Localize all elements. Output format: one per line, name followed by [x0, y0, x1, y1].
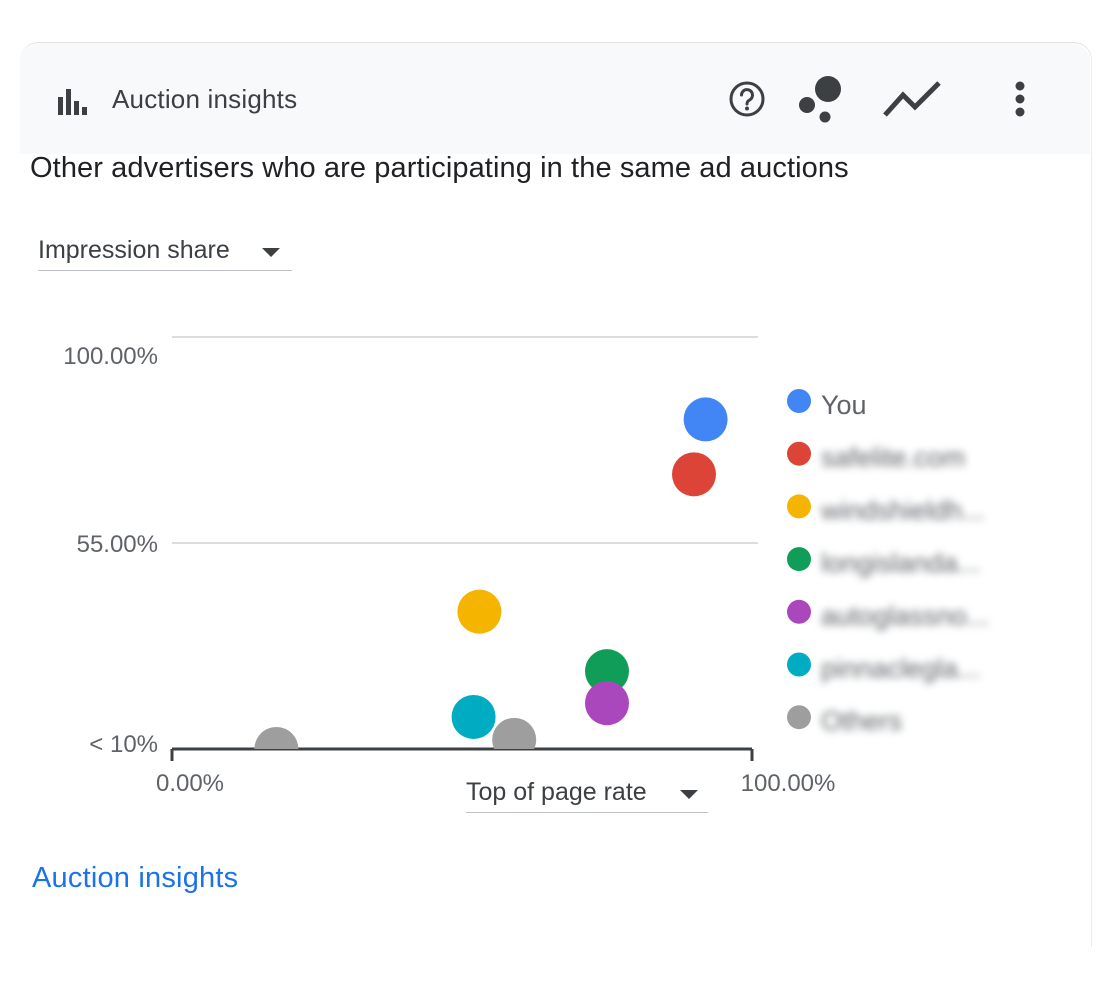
legend-swatch — [787, 547, 811, 572]
data-point[interactable] — [451, 694, 496, 739]
data-point[interactable] — [585, 681, 629, 726]
line-chart-icon — [883, 81, 941, 117]
x-metric-value: Top of page rate — [466, 778, 647, 806]
legend-label: Others — [821, 706, 902, 736]
x-metric-dropdown[interactable]: Top of page rate — [466, 776, 708, 813]
legend-label: longislanda... — [821, 548, 980, 578]
legend-label: You — [821, 390, 867, 420]
help-circle-icon — [729, 81, 765, 117]
legend-label: pinnaclegla... — [821, 654, 980, 684]
auction-insights-link[interactable]: Auction insights — [32, 862, 239, 894]
more-vert-icon — [1015, 81, 1025, 117]
data-point[interactable] — [672, 452, 716, 497]
legend-swatch — [787, 494, 811, 519]
legend-label: safelite.com — [821, 443, 965, 473]
legend-label: windshieldh... — [820, 495, 985, 525]
data-point[interactable] — [492, 717, 537, 762]
legend-swatch — [787, 652, 811, 677]
x-tick-label: 0.00% — [156, 770, 224, 797]
bar-chart-icon — [58, 89, 87, 115]
legend-swatch — [787, 705, 811, 730]
legend-swatch — [787, 441, 811, 466]
data-point[interactable] — [254, 727, 299, 771]
help-button[interactable] — [722, 73, 772, 125]
more-options-button[interactable] — [1000, 73, 1040, 125]
legend-swatch — [787, 389, 811, 413]
y-metric-dropdown[interactable]: Impression share — [38, 234, 292, 271]
scatter-points — [254, 397, 728, 771]
chevron-down-icon — [262, 248, 280, 257]
y-tick-label: 55.00% — [77, 531, 158, 558]
card-header: Auction insights — [20, 43, 1090, 154]
auction-insights-card: Auction insights — [20, 42, 1092, 947]
card-title: Auction insights — [112, 84, 298, 114]
data-point[interactable] — [585, 649, 629, 694]
legend-label: autoglassno... — [821, 601, 989, 631]
line-chart-button[interactable] — [880, 73, 944, 125]
data-point[interactable] — [457, 589, 502, 634]
y-tick-label: 100.00% — [63, 343, 158, 370]
y-tick-label: < 10% — [89, 731, 158, 758]
bubble-chart-button[interactable] — [790, 73, 850, 125]
bubble-chart-icon — [799, 76, 841, 123]
chart-subtitle: Other advertisers who are participating … — [30, 152, 849, 184]
legend-swatch — [787, 599, 811, 624]
y-metric-value: Impression share — [38, 236, 230, 264]
x-tick-label: 100.00% — [741, 770, 836, 797]
chevron-down-icon — [680, 790, 698, 799]
data-point[interactable] — [683, 397, 728, 442]
